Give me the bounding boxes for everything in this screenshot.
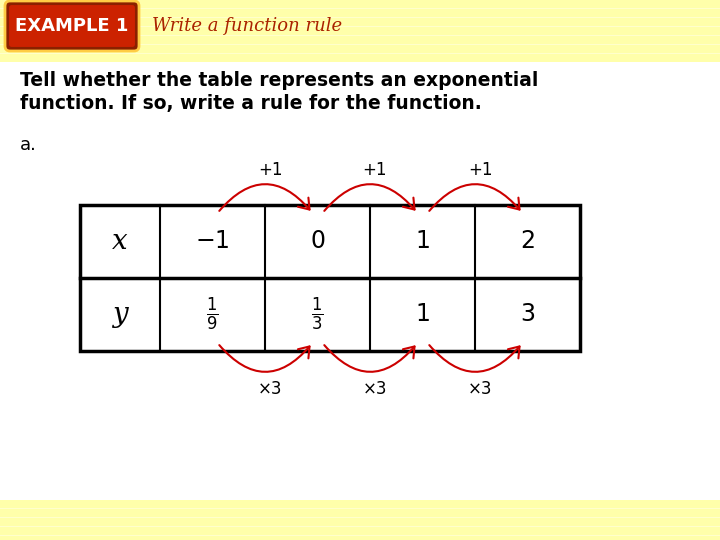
FancyArrowPatch shape (324, 184, 415, 211)
FancyArrowPatch shape (324, 345, 415, 372)
Bar (0, 509, 720, 517)
Text: Tell whether the table represents an exponential: Tell whether the table represents an exp… (20, 71, 539, 90)
Bar (0, 500, 720, 540)
Text: function. If so, write a rule for the function.: function. If so, write a rule for the fu… (20, 94, 482, 113)
Text: y: y (112, 301, 128, 328)
Bar (80, 205, 580, 351)
Text: $\frac{1}{9}$: $\frac{1}{9}$ (206, 296, 219, 333)
Bar (0, 0, 720, 55)
Text: $-1$: $-1$ (195, 230, 230, 253)
Bar (0, 9, 720, 17)
FancyBboxPatch shape (5, 1, 139, 51)
Text: ×3: ×3 (258, 380, 282, 398)
Bar (0, 500, 720, 508)
Text: $3$: $3$ (520, 303, 535, 326)
Text: +1: +1 (363, 161, 387, 179)
FancyArrowPatch shape (220, 345, 310, 372)
FancyArrowPatch shape (220, 184, 310, 211)
Bar (0, 518, 720, 526)
Text: $1$: $1$ (415, 230, 430, 253)
Text: EXAMPLE 1: EXAMPLE 1 (15, 17, 129, 35)
Text: $1$: $1$ (415, 303, 430, 326)
Bar (0, 536, 720, 540)
Text: $2$: $2$ (520, 230, 535, 253)
Bar (0, 27, 720, 35)
Text: $\frac{1}{3}$: $\frac{1}{3}$ (311, 296, 324, 333)
Bar (0, 45, 720, 53)
Text: x: x (112, 228, 128, 255)
FancyArrowPatch shape (429, 184, 520, 211)
Text: a.: a. (20, 136, 37, 154)
Bar (0, 527, 720, 535)
Text: +1: +1 (468, 161, 492, 179)
Text: +1: +1 (258, 161, 282, 179)
Bar (0, 36, 720, 44)
Bar (0, 18, 720, 26)
Text: $0$: $0$ (310, 230, 325, 253)
FancyArrowPatch shape (429, 345, 520, 372)
FancyBboxPatch shape (8, 4, 136, 48)
Bar (0, 54, 720, 62)
Bar (0, 0, 720, 8)
Text: ×3: ×3 (468, 380, 492, 398)
Text: ×3: ×3 (363, 380, 387, 398)
Text: Write a function rule: Write a function rule (152, 17, 342, 35)
